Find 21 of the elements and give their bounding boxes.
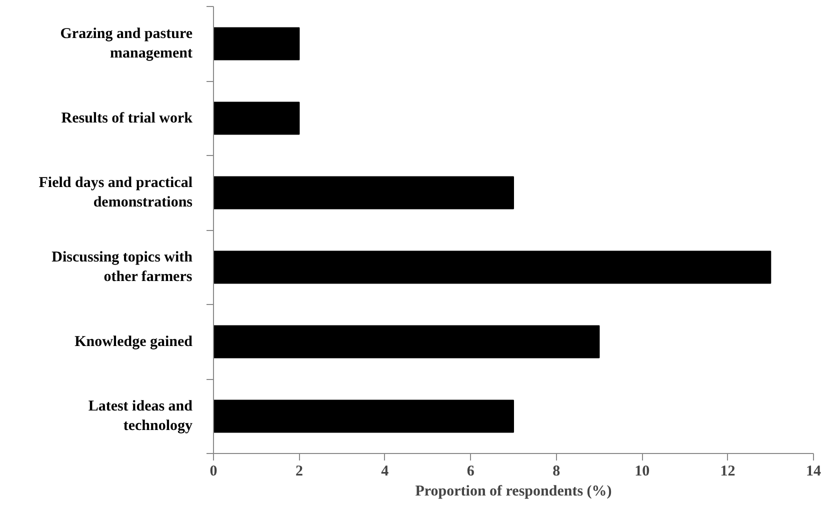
- bar: [214, 250, 772, 284]
- x-tick-label: 2: [295, 464, 303, 480]
- x-tick-label: 6: [466, 464, 475, 480]
- x-tick-label: 14: [806, 464, 822, 480]
- x-tick-label: 10: [634, 464, 650, 480]
- y-tick-label: Grazing and pasture management: [60, 26, 193, 62]
- y-tick-label: Latest ideas and technology: [88, 398, 194, 434]
- x-tick-label: 8: [552, 464, 560, 480]
- bar: [214, 325, 600, 358]
- x-tick-label: 12: [720, 464, 736, 480]
- x-tick-label: 0: [210, 464, 218, 480]
- x-axis-title: Proportion of respondents (%): [415, 484, 612, 500]
- bar: [214, 176, 514, 210]
- y-tick-label: Discussing topics with other farmers: [52, 250, 194, 285]
- y-tick-label: Knowledge gained: [74, 334, 194, 350]
- bar: [214, 27, 300, 60]
- bar: [214, 400, 514, 433]
- x-tick-label: 4: [381, 464, 390, 480]
- bar: [214, 102, 300, 135]
- y-tick-label: Results of trial work: [61, 110, 194, 126]
- y-tick-label: Field days and practical demonstrations: [38, 175, 193, 210]
